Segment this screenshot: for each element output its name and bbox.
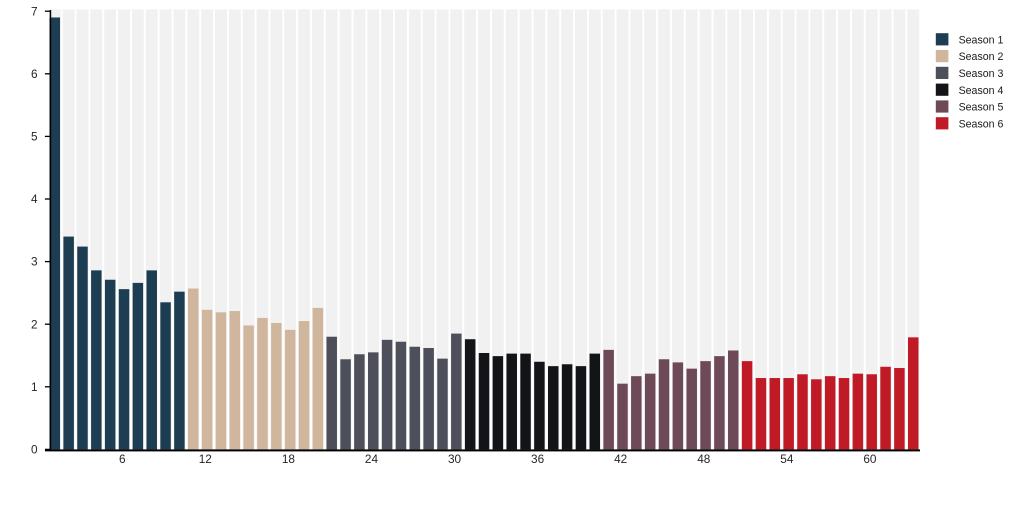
svg-text:Season 6: Season 6 [959, 118, 1004, 130]
svg-text:5: 5 [31, 130, 38, 144]
svg-text:48: 48 [697, 452, 711, 466]
svg-text:Season 4: Season 4 [959, 85, 1004, 97]
svg-text:18: 18 [282, 452, 296, 466]
svg-text:1: 1 [31, 380, 38, 394]
svg-text:54: 54 [780, 452, 794, 466]
svg-text:12: 12 [199, 452, 212, 466]
svg-text:Season 3: Season 3 [959, 68, 1004, 80]
svg-text:36: 36 [531, 452, 545, 466]
svg-text:7: 7 [31, 4, 38, 18]
svg-text:42: 42 [614, 452, 627, 466]
svg-text:3: 3 [31, 255, 38, 269]
svg-text:6: 6 [119, 452, 126, 466]
svg-text:2: 2 [31, 317, 38, 331]
svg-text:Season 1: Season 1 [959, 34, 1004, 46]
svg-text:Season 5: Season 5 [959, 102, 1004, 114]
svg-text:24: 24 [365, 452, 379, 466]
svg-text:6: 6 [31, 67, 38, 81]
svg-text:60: 60 [863, 452, 877, 466]
svg-text:30: 30 [448, 452, 462, 466]
svg-text:0: 0 [31, 443, 38, 457]
svg-text:Season 2: Season 2 [959, 51, 1004, 63]
svg-text:4: 4 [31, 192, 38, 206]
